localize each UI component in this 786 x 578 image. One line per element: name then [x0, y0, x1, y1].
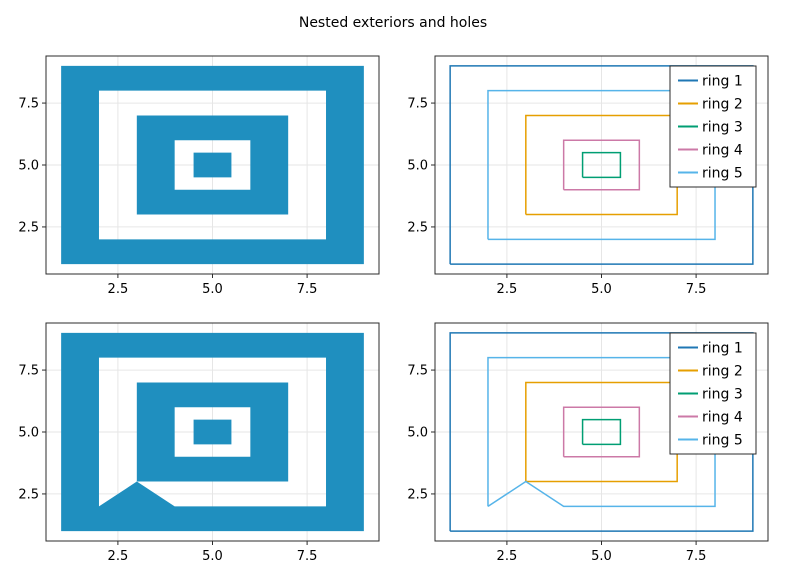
legend-label: ring 5: [702, 433, 743, 449]
legend-label: ring 4: [702, 143, 743, 159]
series-line-ring-3: [581, 151, 622, 179]
y-tick-label: 5.0: [18, 426, 39, 441]
legend-label: ring 1: [702, 341, 743, 357]
y-tick-label: 2.5: [407, 220, 428, 235]
x-tick-label: 5.0: [202, 549, 223, 564]
x-tick-label: 7.5: [686, 282, 707, 297]
x-tick-label: 7.5: [297, 282, 318, 297]
x-tick-label: 7.5: [297, 549, 318, 564]
polygon-3: [193, 419, 232, 445]
y-tick-label: 5.0: [407, 426, 428, 441]
legend-label: ring 4: [702, 410, 743, 426]
series-line-ring-4: [562, 139, 641, 191]
x-tick-label: 7.5: [686, 549, 707, 564]
legend-label: ring 5: [702, 166, 743, 182]
legend-label: ring 2: [702, 364, 743, 380]
x-tick-label: 2.5: [108, 549, 129, 564]
legend-label: ring 1: [702, 74, 743, 90]
series-line-ring-3: [581, 418, 622, 446]
polygon-2: [136, 382, 289, 482]
polygon-3: [193, 152, 232, 178]
x-tick-label: 2.5: [497, 282, 518, 297]
y-tick-label: 2.5: [18, 487, 39, 502]
x-tick-label: 2.5: [108, 282, 129, 297]
x-tick-label: 5.0: [202, 282, 223, 297]
legend-label: ring 3: [702, 120, 743, 136]
polygon-1: [61, 332, 364, 532]
y-tick-label: 7.5: [18, 97, 39, 112]
panel-bottom-left: 2.5 5.0 7.5 2.5 5.0 7.5: [18, 322, 380, 564]
legend: ring 1 ring 2 ring 3 ring 4 ring 5: [669, 332, 757, 455]
panel-top-left: 2.5 5.0 7.5 2.5 5.0 7.5: [18, 55, 380, 297]
series-line-ring-4: [562, 406, 641, 458]
x-tick-label: 2.5: [497, 549, 518, 564]
y-tick-label: 2.5: [18, 220, 39, 235]
y-tick-label: 7.5: [407, 97, 428, 112]
y-tick-label: 7.5: [407, 364, 428, 379]
legend-label: ring 2: [702, 97, 743, 113]
y-tick-label: 5.0: [407, 159, 428, 174]
subplots: 2.5 5.0 7.5 2.5 5.0 7.5 2.5 5.0 7.5 2.5 5.0 7.5 ring…: [18, 55, 769, 564]
polygon-2: [136, 115, 289, 215]
y-tick-label: 2.5: [407, 487, 428, 502]
y-tick-label: 5.0: [18, 159, 39, 174]
polygon-1: [61, 65, 364, 265]
x-tick-label: 5.0: [591, 549, 612, 564]
x-tick-label: 5.0: [591, 282, 612, 297]
y-tick-label: 7.5: [18, 364, 39, 379]
legend: ring 1 ring 2 ring 3 ring 4 ring 5: [669, 65, 757, 188]
figure-title: Nested exteriors and holes: [299, 15, 487, 31]
legend-label: ring 3: [702, 387, 743, 403]
series-line-ring-5: [487, 356, 716, 508]
